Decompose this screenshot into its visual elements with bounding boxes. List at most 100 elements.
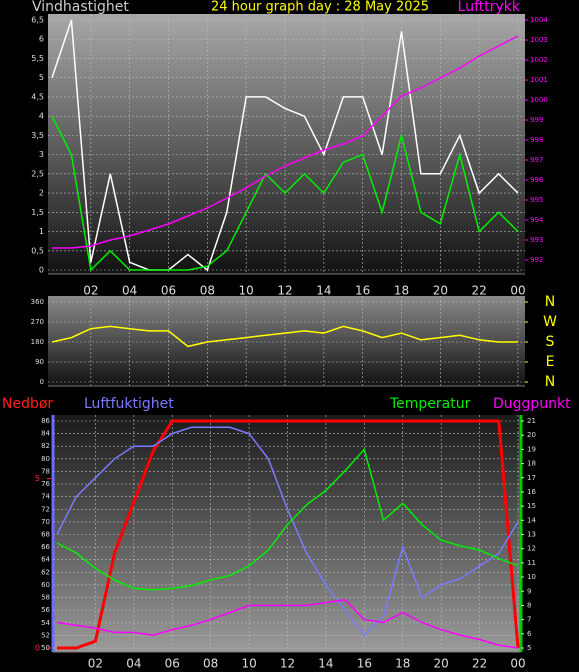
y2-tick-label: 12 bbox=[527, 545, 536, 553]
x-tick-label: 02 bbox=[88, 657, 103, 671]
x-tick-label: 08 bbox=[203, 657, 218, 671]
y2-tick-label: 14 bbox=[527, 516, 536, 524]
x-tick-label: 00 bbox=[510, 657, 525, 671]
y2-tick-label: E bbox=[546, 354, 555, 370]
y-tick-label: 72 bbox=[41, 505, 50, 513]
y2-tick-label: N bbox=[545, 294, 555, 310]
legend-label: Duggpunkt bbox=[493, 396, 571, 412]
y-tick-label: 76 bbox=[41, 480, 50, 488]
y2-tick-label: 999 bbox=[530, 116, 543, 124]
y2-tick-label: 992 bbox=[530, 256, 543, 264]
series-line bbox=[51, 115, 519, 272]
x-tick-label: 14 bbox=[316, 284, 331, 298]
x-tick-label: 18 bbox=[394, 284, 409, 298]
y2-tick-label: 11 bbox=[527, 559, 536, 567]
y-tick-label: 0 bbox=[39, 266, 44, 275]
chart-title: 24 hour graph day : 28 May 2025 bbox=[211, 0, 429, 15]
y2-tick-label: 997 bbox=[530, 156, 543, 164]
y-tick-label: 4 bbox=[39, 112, 44, 121]
y-tick-label: 0 bbox=[40, 378, 44, 386]
y2-tick-label: 1003 bbox=[530, 36, 548, 44]
y-tick-label: 52 bbox=[41, 631, 50, 639]
y2-tick-label: 993 bbox=[530, 236, 543, 244]
y2-tick-label: W bbox=[543, 314, 557, 330]
y-tick-label: 2,5 bbox=[31, 169, 44, 178]
y-tick-label: 70 bbox=[41, 518, 50, 526]
x-tick-label: 10 bbox=[241, 657, 256, 671]
y-tick-label: 4,5 bbox=[31, 92, 44, 101]
x-tick-label: 12 bbox=[280, 657, 295, 671]
y2-tick-label: 8 bbox=[527, 601, 531, 609]
plot-area bbox=[53, 415, 521, 652]
y2-tick-label: 995 bbox=[530, 196, 543, 204]
y2-tick-label: 21 bbox=[527, 417, 536, 425]
series-line bbox=[56, 426, 519, 637]
x-tick-label: 18 bbox=[395, 657, 410, 671]
y-tick-label: 360 bbox=[31, 298, 44, 306]
series-line bbox=[57, 419, 520, 650]
y-tick-label: 74 bbox=[41, 493, 50, 501]
y-tick-label: 5 bbox=[39, 73, 44, 82]
x-tick-label: 22 bbox=[472, 284, 487, 298]
y2-tick-label: 998 bbox=[530, 136, 543, 144]
y3-tick-label: 0 bbox=[35, 644, 40, 653]
y-tick-label: 58 bbox=[41, 594, 50, 602]
y-tick-label: 6,5 bbox=[31, 16, 44, 25]
y-tick-label: 56 bbox=[41, 606, 50, 614]
y2-tick-label: 10 bbox=[527, 573, 536, 581]
y2-tick-label: 9 bbox=[527, 587, 531, 595]
y-tick-label: 50 bbox=[41, 644, 50, 652]
y-tick-label: 90 bbox=[35, 358, 44, 366]
y2-tick-label: 5 bbox=[527, 644, 531, 652]
x-tick-label: 06 bbox=[161, 284, 176, 298]
y-tick-label: 62 bbox=[41, 568, 50, 576]
y2-tick-label: 18 bbox=[527, 460, 536, 468]
y2-tick-label: 1001 bbox=[530, 76, 548, 84]
y-tick-label: 180 bbox=[31, 338, 44, 346]
y-tick-label: 82 bbox=[41, 442, 50, 450]
y2-tick-label: 13 bbox=[527, 531, 536, 539]
y2-tick-label: N bbox=[545, 374, 555, 390]
x-tick-label: 16 bbox=[357, 657, 372, 671]
y-tick-label: 6 bbox=[39, 35, 44, 44]
x-tick-label: 08 bbox=[200, 284, 215, 298]
y3-tick-label: 5 bbox=[35, 474, 40, 483]
x-tick-label: 06 bbox=[165, 657, 180, 671]
x-tick-label: 04 bbox=[126, 657, 141, 671]
y-tick-label: 1 bbox=[39, 227, 44, 236]
y2-tick-label: 1000 bbox=[530, 96, 548, 104]
y2-tick-label: 7 bbox=[527, 616, 531, 624]
series-line bbox=[52, 35, 519, 249]
y2-tick-label: 1004 bbox=[530, 16, 548, 24]
y2-tick-label: 1002 bbox=[530, 56, 548, 64]
y-tick-label: 60 bbox=[41, 581, 50, 589]
legend-label: Temperatur bbox=[389, 396, 471, 412]
y-tick-label: 270 bbox=[31, 318, 44, 326]
y2-tick-label: S bbox=[546, 334, 555, 350]
x-tick-label: 00 bbox=[510, 284, 525, 298]
x-tick-label: 10 bbox=[239, 284, 254, 298]
x-tick-label: 02 bbox=[83, 284, 98, 298]
x-tick-label: 20 bbox=[433, 284, 448, 298]
y2-tick-label: 15 bbox=[527, 502, 536, 510]
y-tick-label: 84 bbox=[41, 430, 50, 438]
x-tick-label: 14 bbox=[318, 657, 333, 671]
y2-tick-label: 16 bbox=[527, 488, 536, 496]
x-tick-label: 20 bbox=[434, 657, 449, 671]
y2-tick-label: 994 bbox=[530, 216, 544, 224]
series-line bbox=[51, 19, 519, 272]
plot-area bbox=[48, 14, 525, 274]
y2-tick-label: 20 bbox=[527, 431, 536, 439]
series-line bbox=[51, 325, 518, 348]
y2-tick-label: 996 bbox=[530, 176, 544, 184]
y-tick-label: 0,5 bbox=[31, 246, 44, 255]
y2-tick-label: 19 bbox=[527, 445, 536, 453]
plot-area bbox=[48, 296, 525, 386]
y-tick-label: 5,5 bbox=[31, 54, 44, 63]
y-tick-label: 66 bbox=[41, 543, 50, 551]
x-tick-label: 16 bbox=[355, 284, 370, 298]
y-tick-label: 3 bbox=[39, 150, 44, 159]
y-tick-label: 78 bbox=[41, 467, 50, 475]
y-tick-label: 68 bbox=[41, 531, 50, 539]
